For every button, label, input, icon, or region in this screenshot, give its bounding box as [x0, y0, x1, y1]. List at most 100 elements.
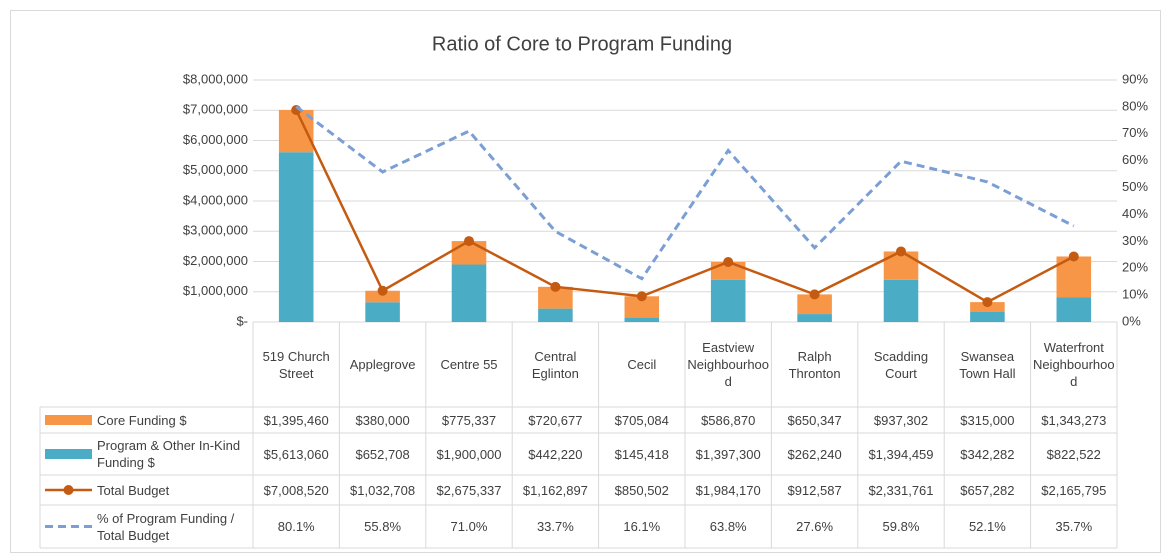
table-value-box: 52.1%: [969, 519, 1006, 534]
x-tick-label-box: Central Eglinton: [532, 349, 579, 381]
y2-tick-label: 50%: [1122, 179, 1148, 194]
table-value: $342,282: [960, 446, 1015, 462]
table-value: 71.0%: [450, 519, 488, 534]
table-value: 63.8%: [709, 519, 747, 534]
table-value-box: $315,000: [960, 412, 1015, 428]
line-marker: [982, 297, 993, 308]
table-value: $1,032,708: [350, 482, 416, 498]
y2-tick-label: 10%: [1122, 287, 1148, 302]
y-tick-label: $4,000,000: [183, 192, 248, 207]
table-value-box: $145,418: [615, 447, 669, 462]
table-value: $586,870: [701, 412, 756, 428]
x-tick-label: Waterfront Neighbourhood: [1032, 340, 1115, 389]
bar: [624, 296, 660, 318]
table-value-box: 71.0%: [450, 519, 488, 534]
x-tick-label-box: Centre 55: [440, 357, 498, 372]
table-value: $822,522: [1046, 446, 1101, 462]
table-value-box: $652,708: [355, 446, 410, 462]
line-marker: [377, 285, 388, 296]
table-value: 27.6%: [796, 519, 834, 534]
x-tick-label-box: 519 Church Street: [262, 348, 330, 381]
bar: [365, 290, 400, 303]
legend-label-box: Total Budget: [97, 482, 170, 498]
table-value: $2,675,337: [436, 482, 502, 498]
legend-label-box: Core Funding $: [97, 413, 187, 428]
table-value-box: $2,675,337: [436, 482, 502, 498]
legend-label: Program & Other In-Kind Funding $: [97, 438, 241, 470]
table-value: 35.7%: [1055, 519, 1093, 534]
bar: [365, 302, 400, 322]
table-value-box: 63.8%: [709, 519, 747, 534]
table-value-box: 33.7%: [537, 519, 574, 534]
y-tick-label: $2,000,000: [183, 253, 248, 268]
y2-tick-label: 30%: [1122, 233, 1148, 248]
table-value-box: $1,900,000: [436, 446, 502, 462]
table-value-box: $1,984,170: [695, 482, 761, 498]
table-value: $2,331,761: [868, 482, 934, 498]
bar: [797, 314, 832, 322]
x-tick-label: Ralph Thronton: [788, 348, 841, 381]
y2-tick-label: 80%: [1122, 98, 1148, 113]
table-value: $1,343,273: [1041, 412, 1107, 428]
table-value: $1,984,170: [695, 482, 761, 498]
table-value-box: $262,240: [787, 446, 842, 462]
line-series: [295, 109, 1075, 304]
table-value: $1,900,000: [436, 446, 502, 462]
legend-label-box: Program & Other In-Kind Funding $: [97, 438, 241, 470]
legend-label: % of Program Funding / Total Budget: [97, 510, 235, 543]
x-tick-label: Swansea Town Hall: [959, 348, 1016, 381]
table-value-box: 35.7%: [1055, 519, 1093, 534]
line-marker: [809, 289, 820, 300]
bar: [278, 152, 314, 322]
x-tick-label: Centre 55: [440, 357, 498, 372]
x-tick-label-box: Waterfront Neighbourhood: [1032, 340, 1115, 389]
y-tick-label: $8,000,000: [183, 71, 248, 86]
table-value: 59.8%: [882, 519, 920, 534]
table-value: $315,000: [960, 412, 1015, 428]
y2-tick-label: 90%: [1122, 71, 1148, 86]
table-value-box: 27.6%: [796, 519, 834, 534]
table-value: $5,613,060: [263, 446, 329, 462]
table-value: 55.8%: [364, 519, 402, 534]
x-tick-label-box: Swansea Town Hall: [959, 348, 1016, 381]
bar: [970, 311, 1005, 322]
table-value: $937,302: [873, 412, 929, 428]
legend-key-marker: [63, 485, 74, 495]
table-value: $2,165,795: [1041, 482, 1107, 498]
y2-tick-label: 20%: [1122, 260, 1148, 275]
table-value-box: $1,032,708: [350, 482, 416, 498]
table-value: $380,000: [355, 412, 410, 428]
x-tick-label-box: Cecil: [627, 357, 656, 372]
table-value: $705,084: [614, 412, 669, 428]
table-value-box: $7,008,520: [264, 483, 329, 498]
legend-label: Total Budget: [97, 482, 170, 498]
table-value: $1,162,897: [522, 482, 588, 498]
table-value-box: $1,394,459: [868, 447, 933, 462]
y2-tick-label: 0%: [1122, 313, 1141, 328]
line-marker: [550, 281, 561, 292]
table-value-box: $2,165,795: [1041, 482, 1107, 498]
y2-tick-label: 70%: [1122, 125, 1148, 140]
bar: [710, 279, 746, 322]
table-value-box: 55.8%: [364, 519, 402, 534]
table-value-box: $380,000: [355, 412, 410, 428]
table-value: $262,240: [787, 446, 842, 462]
table-value-box: $705,084: [614, 412, 669, 428]
y-tick-label: $7,000,000: [183, 102, 248, 117]
table-value: $1,397,300: [695, 446, 761, 462]
table-value-box: $912,587: [787, 483, 841, 498]
table-value: $652,708: [355, 446, 410, 462]
table-value-box: $1,397,300: [695, 446, 761, 462]
table-value-box: $937,302: [873, 412, 929, 428]
table-value-box: $442,220: [528, 447, 582, 462]
chart-border: [10, 10, 1161, 553]
table-value-box: $650,347: [787, 412, 842, 428]
table-value: 80.1%: [277, 519, 315, 534]
x-tick-label: 519 Church Street: [262, 348, 330, 381]
y-tick-label: $5,000,000: [183, 162, 248, 177]
line-marker: [896, 246, 906, 257]
table-value: $650,347: [787, 412, 842, 428]
x-tick-label-box: Applegrove: [350, 357, 416, 372]
table-value: $775,337: [441, 412, 497, 428]
